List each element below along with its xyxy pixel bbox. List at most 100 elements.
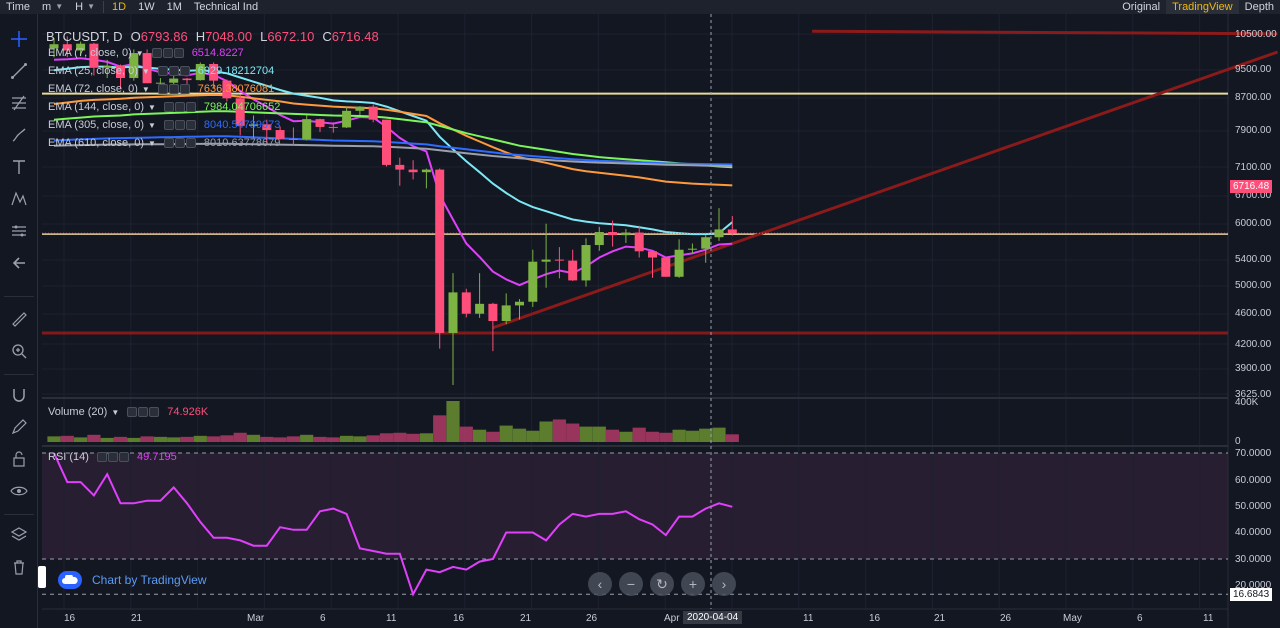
ema-label: EMA (7, close, 0) — [48, 47, 132, 59]
ruler-icon[interactable] — [8, 308, 30, 330]
zoom-in-icon[interactable] — [8, 340, 30, 362]
rsi-legend[interactable]: RSI (14) 49.7195 — [48, 451, 177, 463]
volume-bar — [100, 437, 114, 442]
volume-bar — [127, 437, 141, 442]
trash-icon[interactable] — [8, 556, 30, 578]
price-tick: 4600.00 — [1235, 308, 1272, 319]
candle — [302, 119, 312, 140]
chevron-down-icon: ▼ — [141, 66, 150, 76]
chart-navigation: ‹ − ↻ + › — [588, 572, 736, 596]
time-tick: 16 — [453, 613, 465, 624]
volume-bar — [499, 425, 513, 442]
volume-bar — [725, 434, 739, 442]
ema-legend-72[interactable]: EMA (72, close, 0) ▼ 7636.38076081 — [48, 83, 274, 95]
volume-bar — [606, 429, 620, 442]
candle — [288, 138, 298, 140]
candle — [328, 126, 338, 128]
legend-controls[interactable] — [127, 407, 160, 417]
lock-pencil-icon[interactable] — [8, 416, 30, 438]
measure-icon[interactable] — [8, 220, 30, 242]
volume-bar — [246, 434, 261, 442]
volume-bar — [459, 426, 473, 442]
price-tick: 5400.00 — [1235, 254, 1272, 265]
volume-bar — [47, 436, 61, 442]
text-icon[interactable] — [8, 156, 30, 178]
scroll-handle[interactable] — [38, 566, 46, 588]
candle — [528, 261, 538, 302]
scroll-right-button[interactable]: › — [712, 572, 736, 596]
candle — [49, 44, 59, 49]
ema-legend-7[interactable]: EMA (7, close, 0) ▼ 6514.8227 — [48, 47, 244, 59]
cloud-icon — [58, 571, 82, 589]
minute-select[interactable]: m ▼ — [36, 0, 69, 14]
trendline-icon[interactable] — [8, 60, 30, 82]
ema-value: 7984.04706652 — [203, 101, 281, 113]
volume-bar — [672, 429, 686, 442]
volume-legend[interactable]: Volume (20) ▼ 74.926K — [48, 406, 208, 418]
volume-bar — [74, 437, 88, 442]
interval-1w[interactable]: 1W — [138, 1, 155, 13]
volume-bar — [473, 429, 487, 442]
candle — [169, 78, 179, 83]
volume-bar — [512, 428, 527, 442]
chevron-down-icon: ▼ — [135, 48, 144, 58]
price-tick: 3900.00 — [1235, 363, 1272, 374]
legend-controls[interactable] — [157, 84, 190, 94]
volume-bar — [353, 436, 367, 442]
low-value: 6672.10 — [267, 29, 315, 44]
interval-1d[interactable]: 1D — [112, 1, 127, 13]
legend-controls[interactable] — [157, 66, 190, 76]
pattern-icon[interactable] — [8, 188, 30, 210]
tab-tradingview[interactable]: TradingView — [1166, 0, 1239, 14]
candle — [594, 232, 604, 246]
time-tick: 21 — [934, 613, 946, 624]
legend-controls[interactable] — [151, 48, 184, 58]
attribution-text: Chart by TradingView — [92, 573, 207, 587]
layers-icon[interactable] — [8, 524, 30, 546]
volume-bar — [260, 436, 274, 442]
tradingview-attribution[interactable]: Chart by TradingView — [58, 571, 207, 589]
volume-bar — [539, 421, 553, 442]
symbol-name[interactable]: BTCUSDT, D — [46, 29, 123, 44]
candle — [648, 251, 657, 258]
volume-bar — [592, 426, 606, 442]
fib-tool-icon[interactable] — [8, 92, 30, 114]
tab-depth[interactable]: Depth — [1238, 0, 1280, 14]
candle — [62, 44, 72, 51]
magnet-icon[interactable] — [8, 384, 30, 406]
reset-button[interactable]: ↻ — [650, 572, 674, 596]
brush-icon[interactable] — [8, 124, 30, 146]
ema-legend-305[interactable]: EMA (305, close, 0) ▼ 8040.54789073 — [48, 119, 280, 131]
legend-controls[interactable] — [163, 120, 196, 130]
volume-bar — [433, 415, 447, 442]
ema-legend-25[interactable]: EMA (25, close, 0) ▼ 6929.18212704 — [48, 65, 274, 77]
lock-icon[interactable] — [8, 448, 30, 470]
volume-bar — [273, 437, 287, 442]
candle — [262, 124, 272, 131]
volume-bar — [286, 436, 300, 442]
arrow-left-icon[interactable] — [8, 252, 30, 274]
crosshair-icon[interactable] — [8, 28, 30, 50]
symbol-legend: BTCUSDT, D O6793.86 H7048.00 L6672.10 C6… — [46, 29, 379, 44]
volume-bar — [579, 426, 593, 442]
rsi-line — [53, 452, 733, 597]
volume-bar — [446, 401, 460, 442]
zoom-in-button[interactable]: + — [681, 572, 705, 596]
scroll-left-button[interactable]: ‹ — [588, 572, 612, 596]
technical-indicators-button[interactable]: Technical Ind — [193, 1, 259, 13]
zoom-out-button[interactable]: − — [619, 572, 643, 596]
tab-original[interactable]: Original — [1116, 0, 1167, 14]
minute-select-value: m — [42, 1, 52, 13]
ema-legend-610[interactable]: EMA (610, close, 0) ▼ 8010.63778679 — [48, 137, 280, 149]
top-toolbar: Time m ▼ H ▼ 1D 1W 1M Technical Ind Orig… — [0, 0, 1280, 14]
ema-legend-144[interactable]: EMA (144, close, 0) ▼ 7984.04706652 — [48, 101, 280, 113]
price-tick: 6000.00 — [1235, 218, 1272, 229]
hour-select[interactable]: H ▼ — [69, 0, 101, 14]
interval-1m[interactable]: 1M — [166, 1, 182, 13]
eye-icon[interactable] — [8, 480, 30, 502]
legend-controls[interactable] — [163, 102, 196, 112]
rsi-tick: 70.0000 — [1235, 448, 1272, 459]
legend-controls[interactable] — [96, 452, 129, 462]
legend-controls[interactable] — [163, 138, 196, 148]
